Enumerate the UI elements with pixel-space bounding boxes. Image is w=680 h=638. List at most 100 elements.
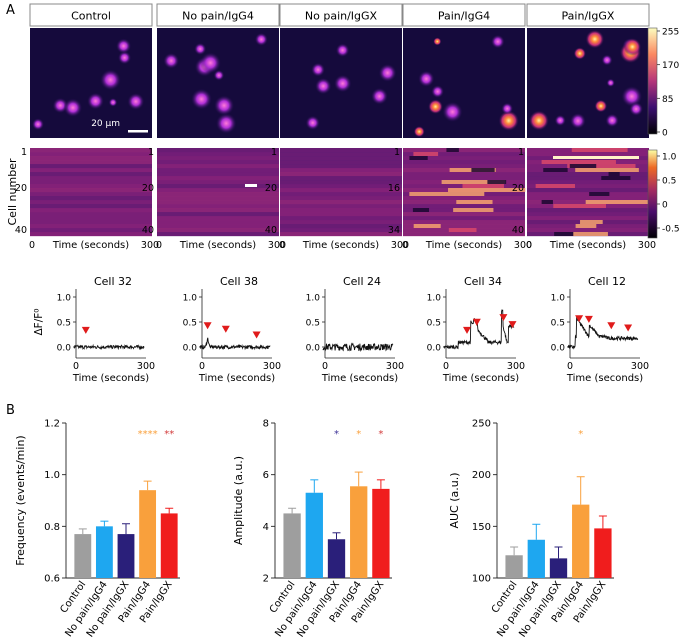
trace-y-tick-label: 1.0 (57, 294, 72, 304)
heatmap-row-band (403, 148, 525, 153)
heatmap-row-band (403, 224, 525, 229)
bar (117, 534, 135, 578)
heatmap-row-band (280, 200, 402, 205)
bar (74, 534, 92, 578)
event-marker (607, 322, 616, 330)
heatmap-row-band (157, 184, 279, 189)
colorbar-tick-label: 1.0 (662, 153, 677, 163)
trace-x-label: Time (seconds) (566, 373, 643, 384)
cell-soma (554, 114, 566, 127)
heatmap-y-tick: 20 (265, 183, 277, 194)
heatmap-row-band (157, 160, 279, 165)
heatmap-row-band (157, 172, 279, 177)
trace-y-tick-label: 1.0 (551, 294, 566, 304)
heatmap-row-band (403, 164, 525, 169)
cell-soma (528, 110, 549, 131)
y-tick-label: 2 (263, 574, 269, 585)
trace-y-tick-label: 1.0 (183, 294, 198, 304)
heatmap-row-band (527, 188, 649, 193)
heatmap-y-tick: 34 (388, 225, 400, 236)
y-axis-label: Amplitude (a.u.) (232, 456, 245, 545)
trace-x-label: Time (seconds) (72, 373, 149, 384)
heatmap-row-band (527, 196, 649, 201)
calcium-event-band (571, 148, 628, 152)
group-title-box (526, 3, 650, 27)
heatmap-row-band (30, 196, 152, 201)
heatmap-row-band (280, 192, 402, 197)
microscopy-image-row: Control No pain/IgG4 No pain/IgGX Pain/IgG4… (29, 3, 679, 139)
heatmap-row-band (157, 232, 279, 237)
y-axis-label: AUC (a.u.) (448, 472, 461, 528)
colorbar-tick-label: -0.5 (662, 225, 680, 235)
trace-x-tick: 300 (137, 361, 155, 372)
calcium-trace (73, 343, 145, 351)
heatmap-row-band (280, 160, 402, 165)
heatmap-row-band (280, 176, 402, 181)
heatmap-row-band (403, 196, 525, 201)
low-signal-band (541, 200, 553, 204)
heatmap-row-band (157, 164, 279, 169)
bar (350, 486, 368, 578)
cell-soma (378, 63, 397, 82)
heatmap-x-label: Time (seconds) (425, 240, 502, 251)
colorbar-tick-label: 170 (662, 61, 679, 71)
bar (95, 526, 113, 578)
cell-soma (213, 69, 225, 81)
heatmap-row-band (157, 156, 279, 161)
bar (549, 558, 568, 578)
trace-y-tick-label: 0.0 (57, 344, 72, 354)
heatmap-row-band (30, 204, 152, 209)
y-tick-label: 6 (263, 470, 269, 481)
trace-y-tick-label: 1.0 (306, 294, 321, 304)
bar (139, 490, 157, 578)
cell-soma (573, 47, 586, 60)
trace-y-tick-label: 0.0 (183, 344, 198, 354)
low-signal-band (569, 164, 597, 168)
heatmap-y-tick: 1 (518, 147, 524, 158)
heatmap-row-band (527, 192, 649, 197)
heatmap-row-band (280, 196, 402, 201)
heatmap-row-band (403, 156, 525, 161)
low-signal-band (601, 176, 631, 180)
trace-x-tick: 300 (263, 361, 281, 372)
heatmap-row-band (157, 208, 279, 213)
calcium-event-band (453, 208, 494, 212)
heatmap-row-band (403, 212, 525, 217)
heatmap-row-band (403, 176, 525, 181)
heatmap-row-band (30, 216, 152, 221)
calcium-event-band (448, 228, 477, 232)
trace-x-label: Time (seconds) (442, 373, 519, 384)
cell-soma (31, 118, 45, 131)
heatmap-row-band (527, 152, 649, 157)
event-marker (252, 331, 261, 339)
cell-soma (213, 95, 235, 116)
heatmap-row-band (157, 152, 279, 157)
heatmap-row-band (403, 172, 525, 177)
heatmap-row-band (527, 228, 649, 233)
heatmap-x-tick: 0 (402, 240, 408, 251)
trace-title: Cell 12 (588, 275, 626, 288)
heatmap-x-tick: 0 (279, 240, 285, 251)
heatmap-row-band (157, 196, 279, 201)
cell-soma (605, 113, 619, 128)
panel-label-a: A (6, 3, 15, 18)
cell-soma (490, 34, 505, 49)
heatmap-y-tick: 20 (15, 183, 27, 194)
heatmap-row-band (157, 220, 279, 225)
heatmap-x-tick: 0 (29, 240, 35, 251)
trace-y-tick-label: 1.0 (427, 294, 442, 304)
group-title: Pain/IgGX (562, 10, 615, 23)
heatmap-row-band (280, 228, 402, 233)
trace-y-tick-label: 0.5 (551, 319, 565, 329)
panel-label-b: B (6, 403, 15, 418)
heatmap-row-band (157, 200, 279, 205)
heatmap-row-band (280, 212, 402, 217)
calcium-event-band (409, 192, 485, 196)
heatmap-row-band (30, 208, 152, 213)
heatmap-row-band (30, 148, 152, 153)
